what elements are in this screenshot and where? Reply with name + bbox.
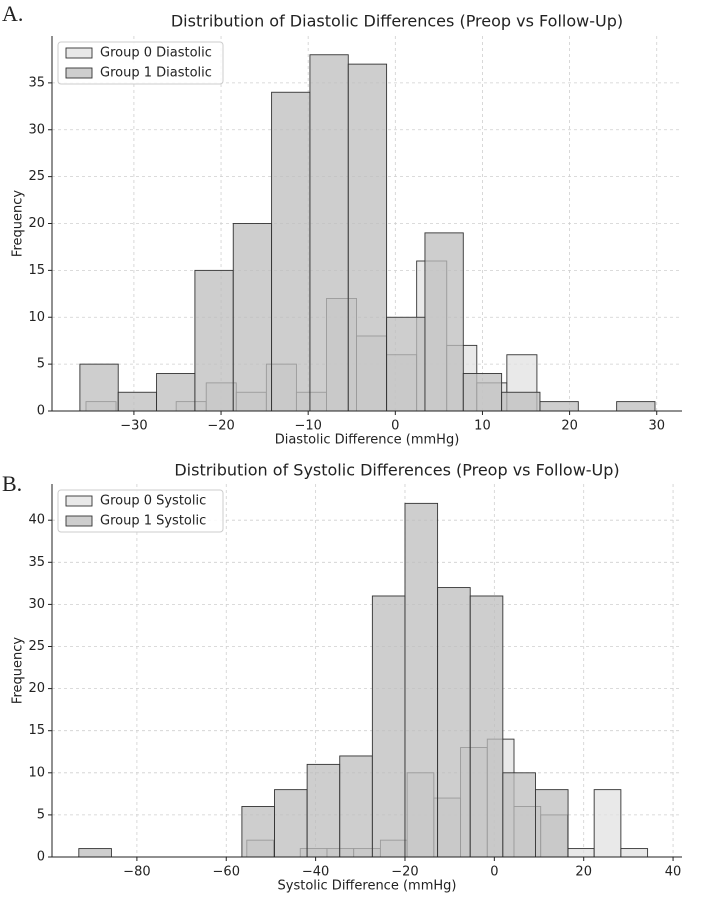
x-tick-label: −30 — [120, 419, 147, 434]
histogram-bar — [534, 789, 569, 858]
x-tick-label: 0 — [391, 419, 399, 434]
histogram-bar — [274, 789, 308, 858]
x-tick-label: 30 — [648, 419, 665, 434]
x-tick-label: −10 — [294, 419, 321, 434]
legend-box — [57, 41, 224, 85]
histogram-bar — [271, 91, 311, 412]
y-axis-label: Frequency — [11, 637, 26, 704]
legend-label: Group 1 Systolic — [100, 514, 206, 529]
y-tick-label: 10 — [28, 765, 45, 780]
x-tick-label: 20 — [575, 865, 592, 880]
x-axis-label: Diastolic Difference (mmHg) — [275, 433, 460, 448]
chart-title: Distribution of Diastolic Differences (P… — [171, 12, 623, 31]
y-tick-label: 20 — [28, 681, 45, 696]
panel-label: A. — [2, 1, 23, 26]
histogram-bar — [620, 848, 649, 858]
y-tick-label: 35 — [28, 555, 45, 570]
histogram-bar — [539, 401, 579, 412]
histogram-bar — [566, 848, 595, 858]
histogram-bar — [232, 223, 273, 412]
legend-label: Group 1 Diastolic — [100, 66, 212, 81]
legend-label: Group 0 Diastolic — [100, 46, 212, 61]
y-tick-label: 40 — [28, 513, 45, 528]
x-tick-label: 0 — [490, 865, 498, 880]
y-tick-label: 30 — [28, 597, 45, 612]
x-tick-label: −60 — [213, 865, 240, 880]
x-axis-label: Systolic Difference (mmHg) — [278, 879, 457, 894]
y-tick-label: 25 — [28, 169, 45, 184]
histogram-bar — [501, 391, 541, 412]
histogram-bar — [156, 373, 196, 412]
histogram-bar — [309, 54, 349, 412]
legend-swatch — [65, 67, 93, 79]
histogram-bar — [616, 401, 656, 412]
histogram-bar — [117, 391, 158, 412]
histogram-bar — [437, 587, 471, 858]
y-tick-label: 20 — [28, 216, 45, 231]
y-tick-label: 5 — [37, 357, 45, 372]
histogram-bar — [306, 763, 341, 858]
histogram-bar — [347, 63, 388, 412]
histogram-bar — [404, 502, 439, 858]
histogram-bar — [79, 363, 119, 412]
x-tick-label: −80 — [123, 865, 150, 880]
y-tick-label: 10 — [28, 310, 45, 325]
y-tick-label: 15 — [28, 263, 45, 278]
histogram-bar — [593, 789, 622, 858]
histogram-bar — [371, 595, 406, 858]
histogram-bar — [194, 269, 234, 412]
legend-swatch — [65, 495, 93, 507]
x-tick-label: −20 — [207, 419, 234, 434]
histogram-bar — [469, 595, 504, 858]
histogram-bar — [502, 772, 536, 858]
histogram-bar — [78, 848, 112, 858]
x-tick-label: 40 — [665, 865, 682, 880]
x-tick-label: 10 — [474, 419, 491, 434]
legend-swatch — [65, 515, 93, 527]
histogram-bar — [339, 755, 373, 858]
y-tick-label: 0 — [37, 404, 45, 419]
legend-swatch — [65, 47, 93, 59]
y-tick-label: 0 — [37, 850, 45, 865]
y-tick-label: 5 — [37, 807, 45, 822]
chart-title: Distribution of Systolic Differences (Pr… — [174, 461, 619, 480]
y-tick-label: 25 — [28, 639, 45, 654]
histogram-bar — [424, 232, 464, 412]
x-tick-label: −40 — [302, 865, 329, 880]
x-tick-label: 20 — [561, 419, 578, 434]
y-tick-label: 15 — [28, 723, 45, 738]
y-tick-label: 35 — [28, 75, 45, 90]
panel-label: B. — [2, 471, 22, 496]
legend-box — [57, 489, 224, 533]
x-tick-label: −20 — [391, 865, 418, 880]
histogram-bar — [386, 316, 426, 412]
y-tick-label: 30 — [28, 122, 45, 137]
y-axis-label: Frequency — [11, 190, 26, 257]
histogram-bar — [241, 806, 275, 858]
legend-label: Group 0 Systolic — [100, 494, 206, 509]
histogram-bar — [462, 373, 503, 412]
